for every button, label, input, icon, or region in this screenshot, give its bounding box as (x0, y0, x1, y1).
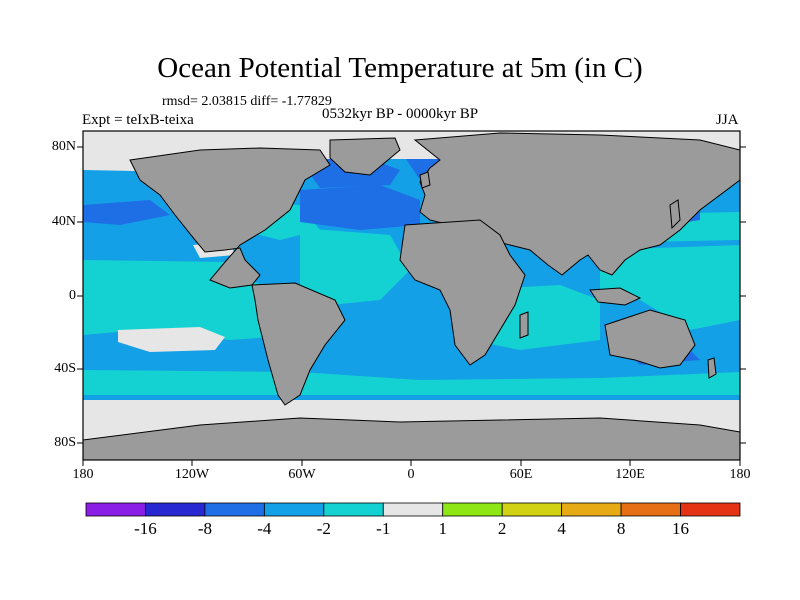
experiment-label: Expt = teIxB-teixa (82, 112, 194, 128)
plot-title: Ocean Potential Temperature at 5m (in C) (157, 52, 643, 84)
colorbar-label-3: -2 (316, 519, 331, 538)
madagascar (519, 311, 529, 339)
land-masses (83, 132, 740, 460)
colorbar-swatch-7 (501, 502, 563, 517)
new-zealand (707, 357, 717, 379)
colorbar-label-2: -4 (257, 519, 272, 538)
lon-label-0: 0 (407, 467, 415, 482)
japan (669, 199, 681, 230)
lat-label-40s: 40S (54, 361, 76, 376)
stats-subtitle: rmsd= 2.03815 diff= -1.77829 (162, 94, 332, 109)
north-america (129, 147, 331, 289)
south-america (251, 282, 346, 406)
lat-label-40n: 40N (51, 214, 76, 229)
colorbar-label-6: 2 (497, 519, 507, 538)
australia (604, 309, 696, 369)
colorbar-swatch-2 (204, 502, 265, 517)
greenland (329, 137, 401, 176)
lat-label-80n: 80N (51, 139, 76, 154)
antarctica (83, 417, 740, 460)
lat-label-equator: 0 (69, 288, 76, 303)
lon-label-180e: 180 (729, 467, 751, 482)
colorbar-swatch-4 (323, 502, 384, 517)
colorbar-label-1: -8 (197, 519, 212, 538)
africa (399, 219, 526, 366)
colorbar-swatch-0 (85, 502, 146, 517)
colorbar-label-0: -16 (134, 519, 157, 538)
colorbar-label-9: 16 (672, 519, 690, 538)
period-label: 0532kyr BP - 0000kyr BP (322, 106, 479, 122)
lon-label-60w: 60W (288, 467, 316, 482)
colorbar-swatch-6 (442, 502, 503, 517)
colorbar-label-7: 4 (557, 519, 566, 538)
colorbar-swatch-10 (680, 502, 741, 517)
colorbar-swatch-8 (561, 502, 622, 517)
lat-label-80s: 80S (54, 435, 76, 450)
colorbar-swatch-9 (620, 502, 681, 517)
indonesia (589, 287, 642, 306)
uk (419, 171, 431, 189)
lon-ticks (82, 460, 741, 466)
season-label: JJA (716, 112, 739, 128)
colorbar-label-4: -1 (376, 519, 391, 538)
colorbar-swatch-1 (145, 502, 206, 517)
lon-label-180w: 180 (72, 467, 94, 482)
lon-label-60e: 60E (509, 467, 533, 482)
colorbar-swatch-3 (263, 502, 325, 517)
colorbar-swatch-5 (382, 502, 444, 517)
colorbar-label-8: 8 (616, 519, 626, 538)
colorbar (85, 502, 741, 517)
lon-label-120w: 120W (174, 467, 210, 482)
lon-label-120e: 120E (615, 467, 645, 482)
lat-ticks (77, 146, 746, 444)
map-layers (83, 131, 740, 460)
colorbar-label-5: 1 (438, 519, 447, 538)
